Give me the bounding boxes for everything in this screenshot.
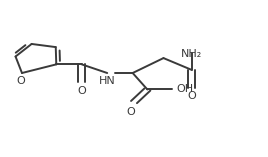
Text: O: O bbox=[126, 107, 135, 117]
Text: OH: OH bbox=[176, 84, 193, 95]
Text: O: O bbox=[17, 76, 25, 86]
Text: O: O bbox=[187, 91, 196, 101]
Text: O: O bbox=[77, 86, 86, 96]
Text: NH₂: NH₂ bbox=[181, 49, 202, 59]
Text: HN: HN bbox=[99, 76, 116, 86]
